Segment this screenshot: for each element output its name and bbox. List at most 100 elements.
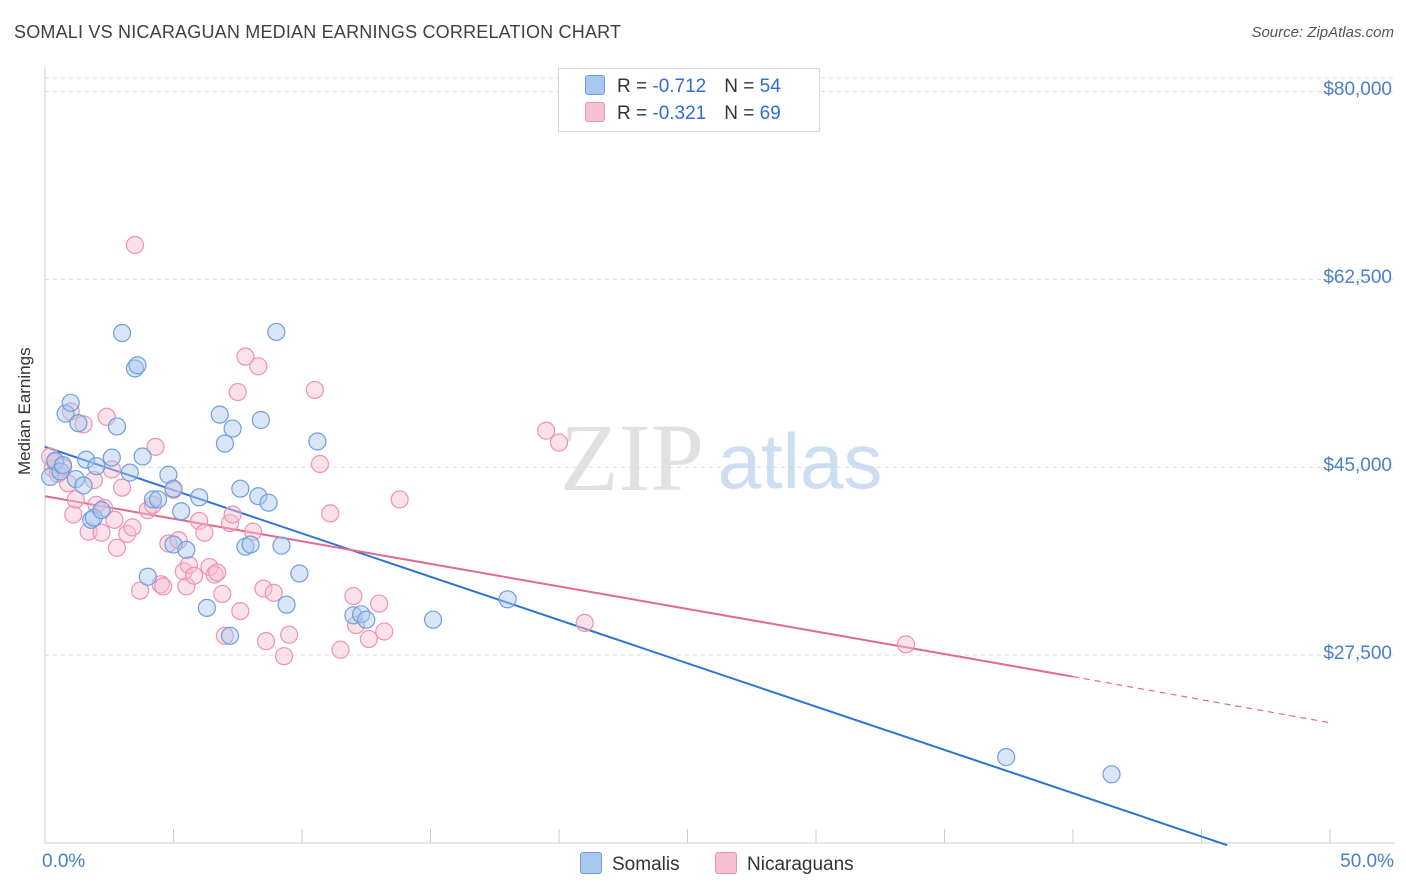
legend-n-value: 54 bbox=[759, 76, 781, 97]
somali-point bbox=[125, 359, 145, 378]
nicaraguan-point bbox=[321, 504, 340, 523]
nicaraguan-point bbox=[896, 635, 916, 654]
somali-point bbox=[133, 447, 152, 466]
x-tick-min: 0.0% bbox=[42, 851, 86, 872]
watermark-zip: ZIP bbox=[560, 404, 704, 511]
legend-n-label: N = bbox=[724, 103, 760, 124]
nicaraguan-point bbox=[256, 632, 276, 651]
nicaraguan-point bbox=[190, 511, 209, 531]
nicaraguan-point bbox=[228, 382, 247, 402]
y-tick-label: $45,000 bbox=[1323, 455, 1392, 477]
nicaraguan-point bbox=[208, 563, 227, 582]
somali-point bbox=[498, 590, 517, 609]
somali-point bbox=[148, 490, 168, 509]
somali-point bbox=[128, 356, 147, 375]
nicaraguan-point bbox=[184, 566, 204, 585]
nicaraguan-point bbox=[215, 626, 234, 645]
nicaraguan-point bbox=[123, 518, 142, 537]
somali-point bbox=[190, 488, 209, 507]
somali-point bbox=[197, 598, 217, 617]
somali-point bbox=[357, 610, 376, 629]
somali-point bbox=[87, 457, 106, 476]
nicaraguan-point bbox=[205, 565, 224, 584]
somali-point bbox=[56, 404, 75, 423]
somali-point bbox=[220, 626, 240, 645]
nicaraguan-point bbox=[92, 523, 111, 542]
nicaraguan-point bbox=[344, 586, 363, 606]
y-tick-label: $62,500 bbox=[1323, 267, 1392, 289]
somali-point bbox=[267, 322, 286, 342]
legend-r-label: R = bbox=[617, 76, 653, 97]
somali-point bbox=[84, 508, 103, 527]
nicaraguan-point bbox=[537, 421, 556, 440]
somali-point bbox=[231, 479, 250, 498]
somali-trend-line bbox=[44, 445, 1228, 847]
somali-point bbox=[1102, 765, 1121, 784]
nicaraguan-point bbox=[66, 490, 85, 509]
nicaraguan-point bbox=[390, 490, 409, 509]
somali-point bbox=[69, 414, 88, 433]
somali-point bbox=[277, 595, 296, 614]
x-tick-max: 50.0% bbox=[1340, 851, 1394, 872]
somali-point bbox=[159, 465, 178, 484]
nicaraguan-point bbox=[79, 522, 98, 541]
somali-point bbox=[272, 536, 291, 555]
source-label: Source: ZipAtlas.com bbox=[1251, 24, 1394, 41]
watermark: ZIP atlas bbox=[560, 404, 882, 511]
somali-point bbox=[241, 535, 260, 554]
nicaraguan-point bbox=[280, 625, 299, 644]
somali-point bbox=[997, 748, 1016, 767]
somali-point bbox=[53, 455, 73, 475]
somali-point bbox=[138, 567, 157, 586]
legend-item-somalis[interactable]: Somalis bbox=[580, 852, 680, 876]
somali-point bbox=[259, 493, 278, 512]
nicaraguan-point bbox=[575, 613, 594, 633]
somali-point bbox=[92, 501, 111, 520]
nicaraguan-point bbox=[359, 629, 378, 649]
nicaraguan-trend-line bbox=[44, 495, 1074, 678]
somali-point bbox=[102, 448, 121, 467]
nicaraguan-points bbox=[41, 235, 916, 666]
legend: R = -0.712 N = 54 R = -0.321 N = 69 bbox=[558, 68, 820, 132]
nicaraguan-point bbox=[213, 584, 232, 604]
somali-point bbox=[215, 434, 234, 453]
somali-point bbox=[249, 487, 268, 506]
somali-points bbox=[41, 322, 1121, 784]
axes bbox=[44, 68, 1395, 844]
legend-r-value: -0.712 bbox=[652, 76, 707, 97]
nicaraguan-point bbox=[125, 235, 145, 255]
nicaraguan-point bbox=[254, 579, 273, 598]
nicaraguan-point bbox=[143, 495, 163, 514]
somali-point bbox=[143, 490, 163, 509]
chart-title: SOMALI VS NICARAGUAN MEDIAN EARNINGS COR… bbox=[14, 22, 622, 42]
legend-row-nicaraguans: R = -0.321 N = 69 bbox=[585, 101, 781, 127]
nicaraguan-swatch bbox=[585, 102, 605, 122]
somali-swatch bbox=[580, 852, 602, 874]
nicaraguan-point bbox=[549, 433, 569, 452]
nicaraguan-point bbox=[112, 478, 132, 497]
nicaraguan-trend-extension bbox=[1072, 675, 1331, 724]
somali-point bbox=[251, 410, 270, 430]
nicaraguan-point bbox=[331, 640, 350, 659]
somali-point bbox=[290, 564, 309, 583]
nicaraguan-point bbox=[64, 505, 83, 524]
nicaraguan-point bbox=[274, 647, 294, 666]
legend-row-somalis: R = -0.712 N = 54 bbox=[585, 74, 781, 100]
somali-point bbox=[61, 393, 80, 412]
somali-point bbox=[164, 479, 183, 498]
nicaraguan-point bbox=[375, 622, 394, 641]
nicaraguan-point bbox=[236, 347, 255, 366]
somali-point bbox=[107, 417, 127, 436]
somali-point bbox=[308, 432, 327, 451]
somali-point bbox=[223, 419, 242, 438]
somali-point bbox=[41, 467, 60, 486]
somali-point bbox=[74, 476, 93, 495]
somali-point bbox=[120, 463, 139, 482]
nicaraguan-point bbox=[305, 380, 324, 400]
legend-label-nicaraguans: Nicaraguans bbox=[747, 854, 854, 875]
trend-lines bbox=[44, 445, 1331, 847]
legend-item-nicaraguans[interactable]: Nicaraguans bbox=[715, 852, 854, 876]
legend-n-label: N = bbox=[724, 76, 760, 97]
nicaraguan-point bbox=[231, 601, 250, 621]
